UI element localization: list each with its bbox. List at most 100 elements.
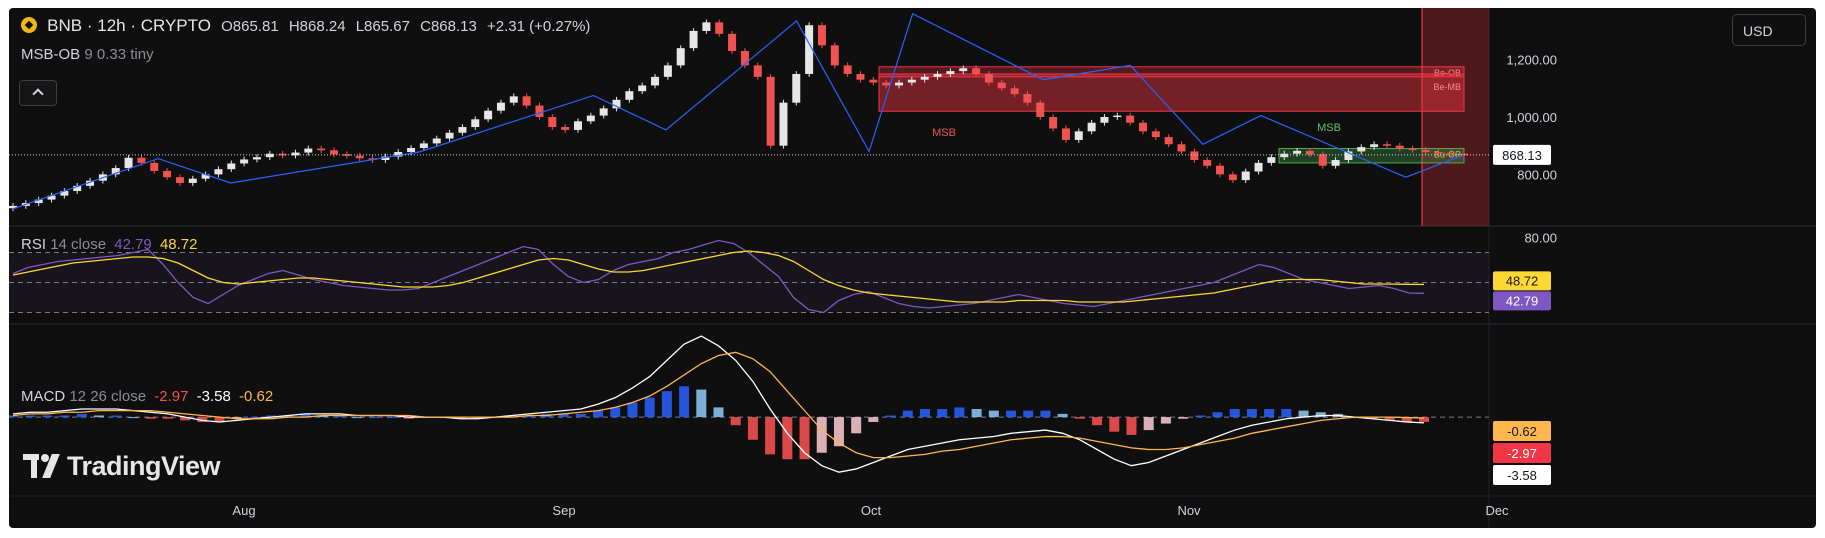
zone-label: Bu-OB bbox=[1434, 150, 1461, 160]
macd-histogram-bar bbox=[1229, 409, 1240, 418]
candle bbox=[304, 148, 313, 153]
candle bbox=[561, 127, 570, 130]
chart-canvas[interactable]: Be-OB Be-MB Bu-OB MSB MSB 868.13 1,200.00 1,000… bbox=[9, 8, 1816, 528]
macd-histogram-bar bbox=[180, 417, 191, 421]
candle bbox=[1293, 150, 1302, 154]
candle bbox=[959, 68, 968, 72]
macd-histogram-bar bbox=[1384, 417, 1395, 421]
candle bbox=[676, 48, 685, 66]
tradingview-watermark: TradingView bbox=[23, 451, 221, 482]
macd-histogram-bar bbox=[971, 409, 982, 418]
macd-histogram-bar bbox=[851, 417, 862, 434]
candle bbox=[997, 82, 1006, 89]
macd-histogram-bar bbox=[885, 415, 896, 418]
macd-histogram-bar bbox=[1040, 410, 1051, 418]
currency-button[interactable]: USD bbox=[1732, 14, 1806, 46]
candle bbox=[137, 157, 146, 163]
candle bbox=[1049, 117, 1058, 129]
candle bbox=[201, 174, 210, 179]
macd-histogram-bar bbox=[197, 417, 208, 422]
candle bbox=[419, 143, 428, 148]
indicator-name: MSB-OB bbox=[21, 46, 81, 63]
macd-histogram-bar bbox=[1281, 409, 1292, 418]
candle bbox=[214, 169, 223, 175]
candle bbox=[625, 91, 634, 100]
macd-histogram-bar bbox=[231, 417, 242, 419]
macd-histogram-bar bbox=[1264, 409, 1275, 418]
macd-histogram-bar bbox=[610, 407, 621, 418]
indicator-legend[interactable]: MSB-OB 9 0.33 tiny bbox=[21, 46, 154, 63]
macd-histogram-bar bbox=[42, 415, 53, 418]
candle bbox=[1010, 88, 1019, 95]
candle bbox=[535, 105, 544, 117]
macd-badge bbox=[1493, 465, 1551, 485]
macd-histogram-bar bbox=[902, 410, 913, 418]
candle bbox=[1267, 157, 1276, 163]
candle bbox=[496, 102, 505, 111]
macd-histogram-bar bbox=[403, 417, 414, 419]
msb-annotation-bullish: MSB bbox=[1317, 122, 1341, 134]
macd-histogram-bar bbox=[868, 417, 879, 422]
macd-histogram-bar bbox=[1057, 413, 1068, 418]
macd-histogram-bar bbox=[1023, 410, 1034, 418]
macd-histogram-bar bbox=[593, 410, 604, 418]
macd-histogram-bar bbox=[730, 417, 741, 426]
candle bbox=[882, 82, 891, 86]
candle bbox=[702, 22, 711, 31]
macd-histogram-bar bbox=[283, 415, 294, 418]
candle bbox=[471, 119, 480, 128]
macd-histogram-bar bbox=[352, 417, 363, 419]
candle bbox=[252, 157, 261, 160]
candle bbox=[651, 76, 660, 86]
chart-frame: Be-OB Be-MB Bu-OB MSB MSB 868.13 1,200.00 1,000… bbox=[9, 8, 1816, 528]
macd-histogram-bar bbox=[455, 417, 466, 419]
macd-histogram-bar bbox=[386, 417, 397, 419]
candle bbox=[73, 185, 82, 192]
candle bbox=[586, 115, 595, 122]
candle bbox=[1241, 171, 1250, 181]
candle bbox=[330, 150, 339, 155]
macd-params: 12 26 close bbox=[69, 388, 147, 405]
candle bbox=[1434, 151, 1443, 154]
macd-histogram-bar bbox=[300, 413, 311, 418]
candle bbox=[573, 121, 582, 130]
candle bbox=[1190, 151, 1199, 161]
macd-legend[interactable]: MACD 12 26 close -2.97 -3.58 -0.62 bbox=[21, 388, 273, 405]
candle bbox=[1228, 174, 1237, 181]
time-axis-tick: Sep bbox=[552, 503, 575, 518]
candle bbox=[458, 127, 467, 133]
symbol-title[interactable]: BNB · 12h · CRYPTO bbox=[47, 16, 211, 35]
candle bbox=[779, 102, 788, 146]
macd-histogram-bar bbox=[128, 417, 139, 419]
zone-label: Be-MB bbox=[1433, 82, 1461, 92]
candle bbox=[1151, 131, 1160, 138]
macd-histogram-bar bbox=[1401, 417, 1412, 422]
macd-histogram-bar bbox=[954, 407, 965, 418]
macd-histogram-bar bbox=[696, 389, 707, 418]
candle bbox=[1087, 122, 1096, 132]
candle bbox=[124, 157, 133, 169]
rsi-legend[interactable]: RSI 14 close 42.79 48.72 bbox=[21, 236, 198, 253]
candle bbox=[150, 162, 159, 171]
candle bbox=[920, 76, 929, 80]
macd-histogram-bar bbox=[765, 417, 776, 455]
candle bbox=[599, 108, 608, 116]
macd-histogram-bar bbox=[317, 415, 328, 418]
rsi-line bbox=[12, 239, 1425, 314]
macd-histogram-bar bbox=[1212, 412, 1223, 418]
candle bbox=[984, 73, 993, 83]
macd-histogram-bar bbox=[25, 415, 36, 418]
candle bbox=[1074, 131, 1083, 140]
candle bbox=[111, 168, 120, 175]
candle bbox=[805, 25, 814, 74]
macd-histogram-bar bbox=[661, 391, 672, 418]
candle bbox=[1382, 144, 1391, 146]
candle bbox=[522, 96, 531, 106]
macd-histogram-bar bbox=[1143, 417, 1154, 431]
collapse-legend-button[interactable] bbox=[19, 80, 57, 106]
macd-histogram-bar bbox=[472, 417, 483, 419]
rsi-badge bbox=[1493, 291, 1551, 311]
candle bbox=[792, 73, 801, 103]
macd-histogram-bar bbox=[9, 415, 18, 418]
macd-histogram-bar bbox=[145, 417, 156, 419]
